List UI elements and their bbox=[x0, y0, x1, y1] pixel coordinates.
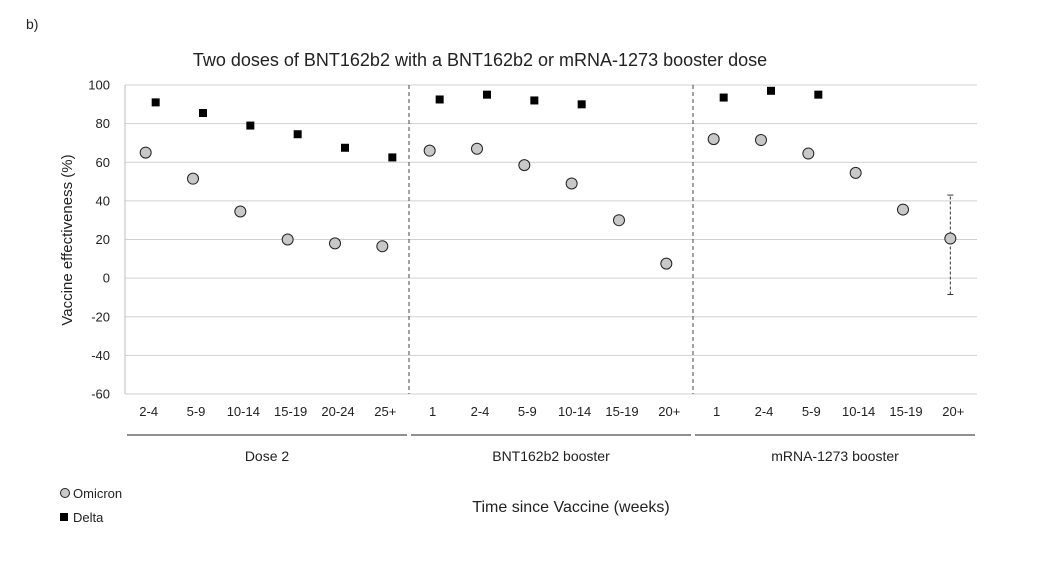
omicron-point bbox=[376, 240, 389, 253]
legend: Omicron Delta bbox=[60, 486, 122, 525]
chart-title: Two doses of BNT162b2 with a BNT162b2 or… bbox=[193, 50, 767, 70]
omicron-point bbox=[849, 166, 862, 179]
y-tick-label: 80 bbox=[96, 116, 110, 131]
x-tick-label: 2-4 bbox=[471, 404, 490, 419]
y-tick-label: 20 bbox=[96, 232, 110, 247]
data-points bbox=[139, 86, 957, 270]
x-tick-label: 20-24 bbox=[321, 404, 354, 419]
legend-delta-label: Delta bbox=[73, 510, 104, 525]
group-label: mRNA-1273 booster bbox=[771, 448, 899, 464]
x-tick-label: 5-9 bbox=[802, 404, 821, 419]
x-tick-label: 15-19 bbox=[889, 404, 922, 419]
omicron-point bbox=[897, 203, 909, 216]
panel-label: b) bbox=[26, 16, 38, 32]
grid bbox=[125, 84, 977, 395]
legend-delta-marker bbox=[60, 513, 68, 521]
legend-omicron-marker bbox=[60, 488, 70, 498]
omicron-point bbox=[565, 177, 578, 190]
x-tick-label: 10-14 bbox=[842, 404, 875, 419]
delta-point bbox=[151, 98, 160, 107]
delta-point bbox=[767, 86, 775, 95]
y-tick-label: 60 bbox=[96, 155, 110, 170]
delta-point bbox=[483, 90, 491, 99]
omicron-point bbox=[944, 232, 957, 245]
delta-point bbox=[577, 100, 586, 109]
omicron-point bbox=[613, 214, 625, 227]
y-tick-label: -40 bbox=[91, 348, 110, 363]
x-tick-labels: 2-4 5-9 10-14 15-19 20-24 25+ 1 2-4 5-9 10-14 15-1… bbox=[139, 404, 964, 419]
delta-point bbox=[199, 109, 207, 118]
x-axis-title: Time since Vaccine (weeks) bbox=[472, 499, 669, 516]
group-labels: Dose 2 BNT162b2 booster mRNA-1273 booster bbox=[127, 434, 975, 464]
delta-point bbox=[530, 96, 539, 105]
y-tick-label: 40 bbox=[96, 193, 110, 208]
delta-point bbox=[435, 95, 444, 104]
delta-point bbox=[814, 90, 823, 99]
omicron-point bbox=[660, 257, 673, 270]
y-axis: -60 -40 -20 0 20 40 60 80 100 bbox=[88, 78, 126, 402]
delta-point bbox=[341, 143, 349, 152]
x-tick-label: 5-9 bbox=[187, 404, 206, 419]
omicron-point bbox=[518, 159, 531, 172]
delta-point bbox=[388, 153, 397, 162]
x-tick-label: 20+ bbox=[942, 404, 964, 419]
x-tick-label: 1 bbox=[713, 404, 720, 419]
omicron-point bbox=[707, 133, 720, 146]
y-tick-label: 0 bbox=[103, 271, 110, 286]
x-tick-label: 15-19 bbox=[605, 404, 638, 419]
x-tick-label: 5-9 bbox=[518, 404, 537, 419]
delta-point bbox=[719, 93, 728, 102]
omicron-point bbox=[234, 205, 247, 218]
omicron-point bbox=[423, 144, 436, 157]
x-tick-label: 2-4 bbox=[139, 404, 158, 419]
omicron-point bbox=[755, 134, 767, 147]
omicron-point bbox=[281, 233, 294, 246]
group-label: Dose 2 bbox=[245, 448, 290, 464]
omicron-point bbox=[187, 172, 199, 185]
omicron-point bbox=[802, 147, 815, 160]
x-tick-label: 10-14 bbox=[227, 404, 260, 419]
y-tick-label: -20 bbox=[91, 309, 110, 324]
y-axis-title: Vaccine effectiveness (%) bbox=[59, 154, 76, 325]
y-tick-label: -60 bbox=[91, 387, 110, 402]
group-label: BNT162b2 booster bbox=[492, 448, 610, 464]
x-tick-label: 25+ bbox=[374, 404, 396, 419]
omicron-point bbox=[139, 146, 152, 159]
legend-omicron-label: Omicron bbox=[73, 486, 122, 501]
x-tick-label: 10-14 bbox=[558, 404, 591, 419]
delta-point bbox=[246, 121, 255, 130]
x-tick-label: 15-19 bbox=[274, 404, 307, 419]
x-tick-label: 20+ bbox=[658, 404, 680, 419]
omicron-point bbox=[471, 142, 483, 155]
group-separators bbox=[408, 85, 694, 394]
x-tick-label: 2-4 bbox=[755, 404, 774, 419]
y-tick-label: 100 bbox=[88, 78, 110, 93]
omicron-point bbox=[329, 237, 341, 250]
x-tick-label: 1 bbox=[429, 404, 436, 419]
delta-point bbox=[293, 130, 302, 139]
